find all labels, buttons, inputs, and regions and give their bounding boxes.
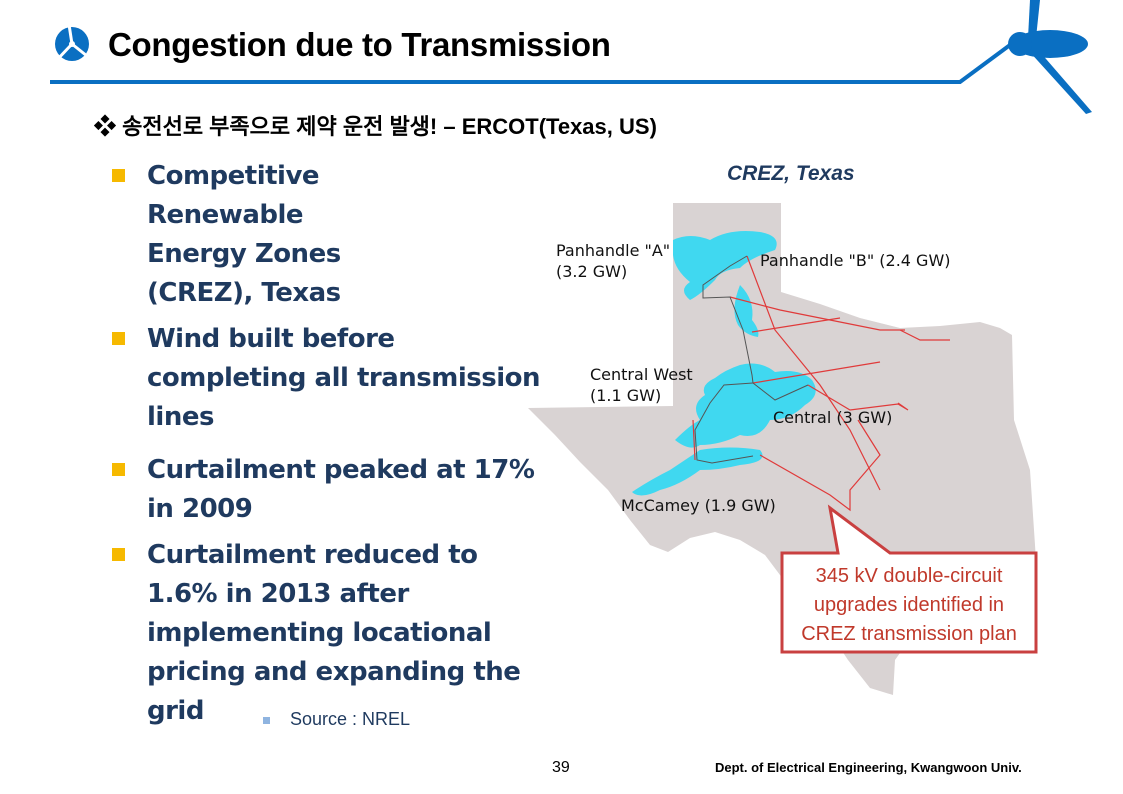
source-note: Source : NREL	[263, 709, 410, 730]
bullet-item: Wind built before completing all transmi…	[112, 320, 552, 437]
zone-label-central: Central (3 GW)	[773, 408, 893, 427]
zone-label-mccamey: McCamey (1.9 GW)	[621, 496, 776, 515]
footer-department: Dept. of Electrical Engineering, Kwangwo…	[715, 760, 1022, 775]
bullet-icon	[112, 169, 125, 182]
wind-turbine-icon	[1008, 0, 1092, 114]
transmission-lines	[692, 255, 950, 512]
callout-text: 345 kV double-circuit upgrades identifie…	[801, 565, 1017, 645]
bullet-item: Curtailment peaked at 17% in 2009	[112, 451, 552, 529]
map-title: CREZ, Texas	[727, 162, 855, 185]
bullet-icon	[112, 463, 125, 476]
bullet-icon	[112, 332, 125, 345]
bullet-icon	[112, 548, 125, 561]
zone-label-panhandle-b: Panhandle "B" (2.4 GW)	[760, 251, 951, 270]
bullet-item: Curtailment reduced to 1.6% in 2013 afte…	[112, 536, 552, 731]
transmission-network	[694, 255, 809, 464]
subtitle: ❖ 송전선로 부족으로 제약 운전 발생! – ERCOT(Texas, US)	[94, 114, 657, 139]
page-number: 39	[552, 759, 570, 776]
bullet-item: Competitive Renewable Energy Zones (CREZ…	[112, 157, 342, 313]
page-title: Congestion due to Transmission	[108, 26, 611, 63]
wind-turbine-logo-icon	[53, 17, 93, 64]
zone-label-panhandle-a: Panhandle "A" (3.2 GW)	[556, 241, 671, 281]
bullet-icon	[263, 716, 270, 724]
header-rule	[50, 43, 1012, 84]
zone-label-central-west: Central West (1.1 GW)	[590, 365, 693, 405]
